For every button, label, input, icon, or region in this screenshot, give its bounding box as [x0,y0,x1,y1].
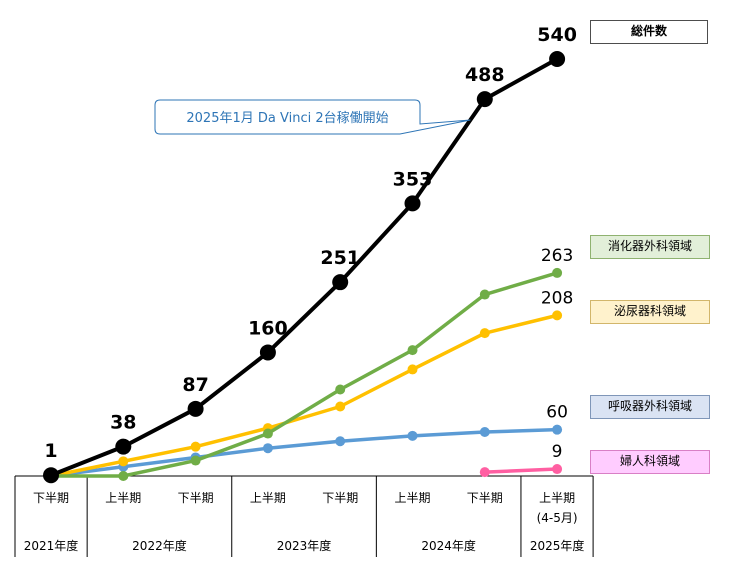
data-point [479,328,490,339]
data-label: 263 [541,246,573,266]
data-point [552,310,563,321]
data-point [407,430,418,441]
data-point [552,424,563,435]
period-label: 上半期 [105,491,141,505]
data-label: 353 [393,168,433,190]
data-point [262,443,273,454]
series-line [49,313,559,478]
data-label: 87 [182,374,208,396]
data-point [262,428,273,439]
data-point [335,436,346,447]
data-point [335,401,346,412]
data-point [549,51,566,67]
period-label: 上半期 [250,491,286,505]
year-label: 2021年度 [24,538,79,553]
data-point [479,426,490,437]
data-point [407,364,418,375]
data-point [332,274,349,291]
legend-gynecology: 婦人科領域 [590,450,710,474]
series-line [49,57,560,478]
period-sublabel: (4-5月) [537,511,578,525]
legend-total: 総件数 [590,20,708,44]
series-line [49,271,559,478]
period-label: 下半期 [322,491,358,505]
annotation-callout [154,99,471,135]
data-point [115,438,132,455]
annotation-text: 2025年1月 Da Vinci 2台稼働開始 [186,111,388,126]
data-label: 9 [552,442,563,462]
data-point [43,467,59,484]
data-point [190,455,201,466]
data-label: 540 [537,24,577,46]
data-point [476,91,493,108]
year-label: 2022年度 [132,538,187,553]
legend-digestive-surgery: 消化器外科領域 [590,235,710,259]
data-point [552,267,563,278]
year-label: 2025年度 [530,538,585,553]
data-label: 488 [465,64,505,86]
legend-respiratory-surgery: 呼吸器外科領域 [590,395,710,419]
year-label: 2024年度 [421,538,476,553]
data-point [259,344,276,361]
period-label: 上半期 [539,491,575,505]
data-point [118,456,129,467]
series-line [49,427,559,478]
data-point [552,464,563,475]
data-label: 60 [546,403,568,423]
data-point [479,289,490,300]
data-label: 251 [320,247,360,269]
data-point [187,400,204,417]
data-point [190,441,201,452]
period-label: 下半期 [467,491,503,505]
legend-urology: 泌尿器科領域 [590,300,710,324]
data-point [118,471,129,481]
data-label: 38 [110,412,136,434]
period-label: 下半期 [178,491,214,505]
period-label: 上半期 [394,491,430,505]
year-label: 2023年度 [277,538,332,553]
data-point [404,195,421,212]
data-point [407,345,418,356]
data-label: 1 [44,440,57,462]
data-label: 208 [541,288,573,308]
data-label: 160 [248,317,288,339]
data-point [479,467,490,478]
data-point [335,384,346,395]
series-line [483,467,559,474]
period-label: 下半期 [33,491,69,505]
